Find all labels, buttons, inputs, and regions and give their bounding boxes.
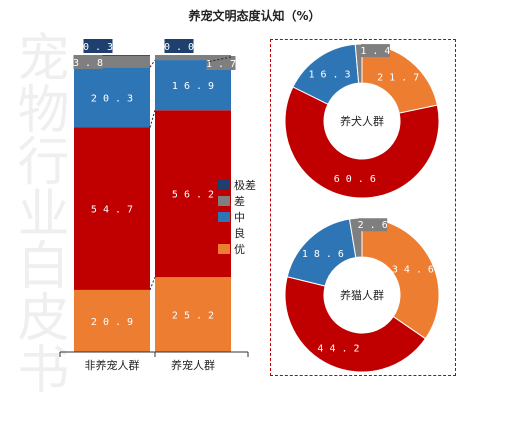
bar-segment-1 bbox=[155, 55, 231, 61]
leader-line bbox=[206, 56, 232, 63]
bar-segment-0 bbox=[74, 55, 150, 68]
chart-title: 养宠文明态度认知（%） bbox=[188, 9, 321, 23]
data-label-box bbox=[360, 44, 390, 58]
data-label: 1 6 . 9 bbox=[172, 81, 214, 92]
connector-line bbox=[149, 59, 156, 68]
donut-panel bbox=[270, 39, 456, 376]
data-label: 3 4 . 6 bbox=[392, 264, 434, 275]
donut-slice-0 bbox=[354, 43, 363, 84]
data-label: 4 4 . 2 bbox=[317, 343, 359, 354]
data-label: 2 0 . 9 bbox=[91, 317, 133, 328]
data-label: 0 . 3 bbox=[83, 42, 113, 53]
x-tick-label: 非养宠人群 bbox=[85, 358, 140, 372]
data-label-box bbox=[206, 56, 236, 70]
bar-segment-1 bbox=[155, 277, 231, 352]
data-label: 1 . 4 bbox=[360, 46, 390, 57]
legend-swatch bbox=[218, 180, 230, 190]
donut-slice-0 bbox=[284, 86, 440, 199]
connector-line bbox=[149, 110, 156, 128]
x-tick-label: 养宠人群 bbox=[171, 358, 215, 372]
legend-swatch bbox=[218, 212, 230, 222]
donut-slice-1 bbox=[284, 276, 427, 373]
data-label: 0 . 0 bbox=[164, 42, 194, 53]
legend-item-medium: 中 bbox=[218, 209, 256, 225]
data-label: 1 . 7 bbox=[206, 59, 236, 70]
data-label: 2 1 . 7 bbox=[377, 72, 419, 83]
donut-slice-1 bbox=[361, 217, 440, 340]
legend-swatch bbox=[218, 196, 230, 206]
legend-item-very-poor: 极差 bbox=[218, 177, 256, 193]
watermark-text: 宠物行业白皮书 bbox=[8, 30, 68, 394]
legend-item-poor: 差 bbox=[218, 193, 256, 209]
data-label-box bbox=[164, 39, 194, 53]
legend-label: 差 bbox=[234, 195, 245, 208]
legend-swatch bbox=[218, 228, 230, 238]
legend-label: 中 bbox=[234, 211, 245, 224]
legend-label: 极差 bbox=[234, 179, 256, 192]
data-label: 5 4 . 7 bbox=[91, 205, 133, 216]
data-label: 2 0 . 3 bbox=[91, 93, 133, 104]
legend: 极差 差 中 良 优 bbox=[218, 177, 256, 257]
bar-segment-0 bbox=[74, 289, 150, 352]
data-label: 5 6 . 2 bbox=[172, 190, 214, 201]
data-label-box bbox=[73, 55, 103, 69]
data-label: 6 0 . 6 bbox=[334, 174, 376, 185]
data-label: 2 . 6 bbox=[358, 220, 388, 231]
bar-segment-0 bbox=[74, 127, 150, 290]
bar-segment-0 bbox=[74, 55, 150, 56]
legend-label: 良 bbox=[234, 227, 245, 240]
legend-item-good: 良 bbox=[218, 225, 256, 241]
data-label: 1 8 . 6 bbox=[302, 249, 344, 260]
donut-center-label: 养猫人群 bbox=[340, 288, 384, 302]
legend-label: 优 bbox=[234, 243, 245, 256]
legend-swatch bbox=[218, 244, 230, 254]
bar-segment-0 bbox=[74, 67, 150, 128]
legend-item-excellent: 优 bbox=[218, 241, 256, 257]
data-label: 3 . 8 bbox=[73, 58, 103, 69]
data-label: 1 6 . 3 bbox=[308, 70, 350, 81]
data-label: 2 5 . 2 bbox=[172, 311, 214, 322]
data-label-box bbox=[83, 39, 113, 53]
data-label-box bbox=[358, 218, 388, 232]
donut-center-label: 养犬人群 bbox=[340, 114, 384, 128]
